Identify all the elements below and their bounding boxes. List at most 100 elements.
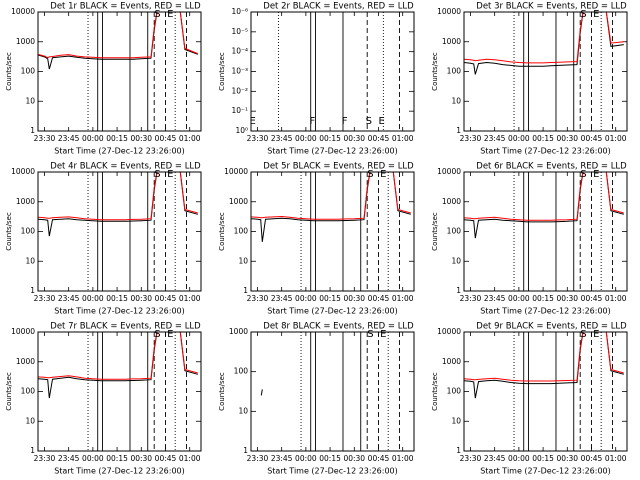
series-line [38, 172, 198, 237]
x-tick-label: 00:15 [106, 454, 128, 463]
x-tick-label: 23:45 [271, 134, 293, 143]
plot-frame [463, 171, 628, 292]
x-tick-label: 00:45 [581, 134, 603, 143]
plot-area [464, 172, 624, 291]
y-tick-label: 10000 [437, 167, 461, 176]
panel-title: Det 2r BLACK = Events, RED = LLD [263, 2, 414, 12]
event-label: F [309, 116, 315, 127]
y-tick-label: 10 [451, 256, 461, 265]
y-tick-label: 10000 [224, 167, 248, 176]
series-line [464, 172, 624, 221]
y-tick-label: 10000 [437, 327, 461, 336]
plot-frame [37, 331, 202, 452]
x-tick-label: 23:45 [484, 294, 506, 303]
x-tick-label: 00:45 [581, 294, 603, 303]
y-tick-label: 1 [243, 446, 248, 455]
event-label: S [367, 329, 373, 340]
x-tick-label: 00:45 [155, 134, 177, 143]
x-tick-label: 01:00 [179, 454, 201, 463]
event-label: S [580, 9, 586, 20]
x-tick-label: 01:00 [392, 294, 414, 303]
y-tick-label: 10⁻¹ [231, 106, 248, 115]
x-axis-label: Start Time (27-Dec-12 23:26:00) [480, 147, 611, 156]
y-axis-label: Counts/sec [218, 52, 226, 91]
panel: Det 9r BLACK = Events, RED = LLD Counts/s… [431, 322, 628, 476]
x-tick-label: 00:45 [368, 454, 390, 463]
y-tick-label: 1000 [16, 197, 35, 206]
x-tick-label: 00:00 [295, 294, 317, 303]
x-tick-label: 23:30 [34, 454, 56, 463]
x-tick-label: 01:00 [392, 454, 414, 463]
y-tick-label: 1000 [442, 37, 461, 46]
plot-frame [250, 331, 415, 452]
x-tick-label: 23:45 [58, 134, 80, 143]
y-axis-label: Counts/sec [431, 212, 439, 251]
x-tick-label: 00:45 [581, 454, 603, 463]
plot-area [464, 12, 624, 131]
x-axis-label: Start Time (27-Dec-12 23:26:00) [267, 467, 398, 476]
x-axis-label: Start Time (27-Dec-12 23:26:00) [267, 147, 398, 156]
y-tick-label: 10⁻⁵ [231, 27, 248, 36]
x-tick-label: 00:30 [343, 454, 365, 463]
series-line [464, 332, 624, 382]
panel: Det 8r BLACK = Events, RED = LLD Counts/s… [218, 322, 415, 476]
event-label: S [154, 169, 160, 180]
plot-area [277, 12, 400, 131]
y-tick-label: 10 [451, 416, 461, 425]
series-line [464, 332, 624, 399]
x-axis-label: Start Time (27-Dec-12 23:26:00) [54, 147, 185, 156]
y-tick-label: 100 [21, 67, 36, 76]
series-line [464, 12, 624, 64]
panel: Det 4r BLACK = Events, RED = LLD Counts/s… [5, 162, 202, 316]
y-tick-label: 10⁻⁴ [231, 47, 248, 56]
event-label: E [380, 169, 386, 180]
x-tick-label: 01:00 [179, 294, 201, 303]
event-label: S [154, 9, 160, 20]
y-tick-label: 1000 [442, 197, 461, 206]
panel: Det 7r BLACK = Events, RED = LLD Counts/s… [5, 322, 202, 476]
x-axis-label: Start Time (27-Dec-12 23:26:00) [54, 307, 185, 316]
panel-title: Det 1r BLACK = Events, RED = LLD [50, 2, 201, 12]
series-line [464, 12, 624, 75]
x-tick-label: 23:45 [58, 454, 80, 463]
event-label: S [580, 329, 586, 340]
y-axis-label: Counts/sec [431, 372, 439, 411]
y-tick-label: 10⁻⁶ [231, 7, 248, 16]
plot-area [38, 12, 198, 131]
x-tick-label: 23:30 [247, 294, 269, 303]
x-tick-label: 00:45 [368, 134, 390, 143]
event-label: F [342, 116, 348, 127]
series-line [38, 332, 198, 380]
y-tick-label: 10⁰ [235, 126, 248, 135]
series-line [38, 12, 198, 70]
series-line [38, 332, 198, 399]
panel: Det 3r BLACK = Events, RED = LLD Counts/s… [431, 2, 628, 156]
x-axis-label: Start Time (27-Dec-12 23:26:00) [480, 467, 611, 476]
panel-title: Det 8r BLACK = Events, RED = LLD [263, 322, 414, 332]
x-tick-label: 00:00 [508, 454, 530, 463]
event-label: S [366, 116, 372, 127]
y-tick-label: 10000 [11, 327, 35, 336]
x-axis-label: Start Time (27-Dec-12 23:26:00) [54, 467, 185, 476]
x-tick-label: 23:30 [460, 134, 482, 143]
x-tick-label: 00:15 [106, 134, 128, 143]
plot-frame [37, 11, 202, 132]
event-label: E [249, 116, 255, 127]
y-axis-label: Counts/sec [218, 372, 226, 411]
x-tick-label: 00:00 [508, 134, 530, 143]
panel: Det 2r BLACK = Events, RED = LLD Counts/s… [218, 2, 415, 156]
x-tick-label: 23:30 [247, 454, 269, 463]
x-tick-label: 00:15 [106, 294, 128, 303]
x-axis-label: Start Time (27-Dec-12 23:26:00) [480, 307, 611, 316]
plot-frame [37, 171, 202, 292]
x-tick-label: 23:45 [484, 134, 506, 143]
event-label: E [593, 9, 599, 20]
y-tick-label: 1 [456, 126, 461, 135]
y-tick-label: 10000 [11, 7, 35, 16]
event-label: E [593, 169, 599, 180]
x-tick-label: 00:30 [556, 294, 578, 303]
x-tick-label: 00:30 [343, 294, 365, 303]
y-tick-label: 10000 [437, 7, 461, 16]
x-tick-label: 23:30 [247, 134, 269, 143]
x-tick-label: 01:00 [605, 134, 627, 143]
